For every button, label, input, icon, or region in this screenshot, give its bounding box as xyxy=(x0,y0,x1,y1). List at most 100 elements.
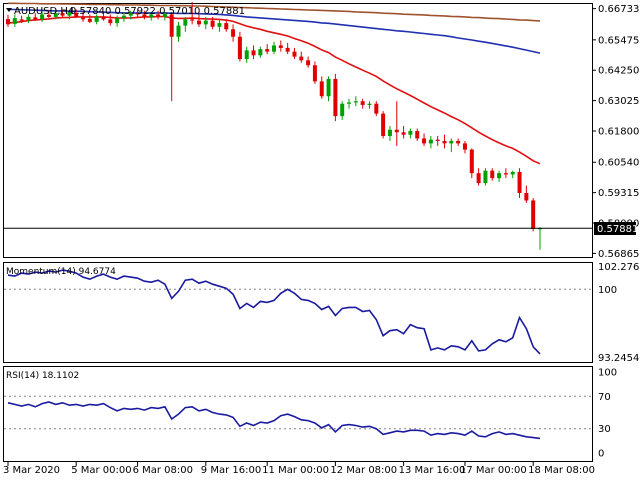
candle xyxy=(340,101,345,120)
candle xyxy=(217,19,222,32)
candle-body xyxy=(442,140,447,144)
candle xyxy=(149,11,154,21)
y-tick-label: 0.61800 xyxy=(598,126,639,137)
candle-body xyxy=(483,170,488,184)
candle xyxy=(87,14,92,24)
x-tick-label: 13 Mar 16:00 xyxy=(399,465,466,476)
candle xyxy=(40,11,45,22)
x-tick-label: 11 Mar 00:00 xyxy=(262,465,329,476)
candle xyxy=(312,61,317,84)
candle xyxy=(353,96,358,107)
candle-body xyxy=(210,20,215,27)
candle-body xyxy=(387,129,392,136)
candle-body xyxy=(353,101,358,103)
rsi-tick-label: 0 xyxy=(598,449,604,460)
rsi-label: RSI(14) 18.1102 xyxy=(6,371,79,381)
candle-body xyxy=(217,23,222,27)
momentum-label: Momentum(14) 94.6774 xyxy=(6,267,116,277)
candle-body xyxy=(312,65,317,82)
candle-body xyxy=(53,13,58,17)
candle xyxy=(374,101,379,117)
rsi-tick-label: 30 xyxy=(598,424,611,435)
candle-body xyxy=(183,19,188,26)
candle xyxy=(476,168,481,186)
candle-body xyxy=(26,16,31,20)
candle-body xyxy=(33,17,38,20)
candle xyxy=(53,9,58,20)
candle-body xyxy=(46,14,51,17)
momentum-panel-frame xyxy=(3,262,593,363)
candle-body xyxy=(258,49,263,56)
candle-body xyxy=(503,173,508,175)
candle xyxy=(292,47,297,60)
collapse-arrow-icon[interactable] xyxy=(6,8,12,12)
candle xyxy=(108,14,113,26)
candle xyxy=(156,10,161,20)
y-tick-label: 0.64250 xyxy=(598,66,639,77)
candle xyxy=(490,168,495,181)
candle xyxy=(183,16,188,32)
candle xyxy=(231,24,236,42)
candle-body xyxy=(135,13,140,15)
time-axis: 3 Mar 2020 5 Mar 00:00 6 Mar 08:00 9 Mar 16… xyxy=(3,462,595,476)
rsi-tick-label: 100 xyxy=(598,368,617,379)
candle xyxy=(101,11,106,21)
candle xyxy=(33,13,38,21)
candle-body xyxy=(306,60,311,66)
current-price-label: 0.57881 xyxy=(597,224,638,235)
candle-body xyxy=(381,113,386,136)
candle xyxy=(162,11,167,21)
candle xyxy=(306,56,311,68)
momentum-tick-label: 100 xyxy=(598,285,617,296)
candle xyxy=(190,2,195,25)
candle xyxy=(278,40,283,52)
x-tick-label: 12 Mar 08:00 xyxy=(330,465,397,476)
candle xyxy=(203,16,208,30)
x-tick-label: 3 Mar 2020 xyxy=(3,465,60,476)
candle xyxy=(196,14,201,27)
candle-body xyxy=(292,51,297,57)
candle xyxy=(367,101,372,109)
candle xyxy=(169,11,174,102)
candle-body xyxy=(469,149,474,174)
candle xyxy=(121,11,126,22)
candle-body xyxy=(449,140,454,144)
candle xyxy=(483,168,488,186)
candle-body xyxy=(142,14,147,18)
candle-body xyxy=(244,50,249,60)
candle-body xyxy=(340,103,345,117)
candle xyxy=(299,51,304,63)
candle xyxy=(272,41,276,55)
candle-body xyxy=(272,45,276,52)
candle xyxy=(210,16,215,30)
candle-body xyxy=(6,19,10,25)
candle xyxy=(19,15,24,24)
candle xyxy=(176,21,181,42)
candle-body xyxy=(415,130,420,139)
candle-body xyxy=(360,101,365,105)
candle xyxy=(128,10,133,20)
candle-body xyxy=(156,14,161,17)
candle-body xyxy=(347,102,352,104)
candle xyxy=(449,138,454,153)
candle xyxy=(387,126,392,141)
sma-mid-line xyxy=(8,8,541,54)
candle-body xyxy=(94,16,99,22)
candle-body xyxy=(231,29,236,37)
candle-body xyxy=(67,12,72,16)
candle-body xyxy=(196,20,201,25)
x-tick-label: 18 Mar 08:00 xyxy=(528,465,595,476)
candle xyxy=(258,46,263,58)
candle xyxy=(503,168,508,179)
candle-body xyxy=(524,193,529,201)
candle xyxy=(319,76,324,99)
candle-body xyxy=(60,13,65,16)
candle xyxy=(538,227,542,250)
candle-body xyxy=(40,14,45,19)
rsi-line xyxy=(7,401,541,440)
y-tick-label: 0.59315 xyxy=(598,188,639,199)
candle xyxy=(531,197,536,232)
main-panel-frame xyxy=(3,3,593,258)
